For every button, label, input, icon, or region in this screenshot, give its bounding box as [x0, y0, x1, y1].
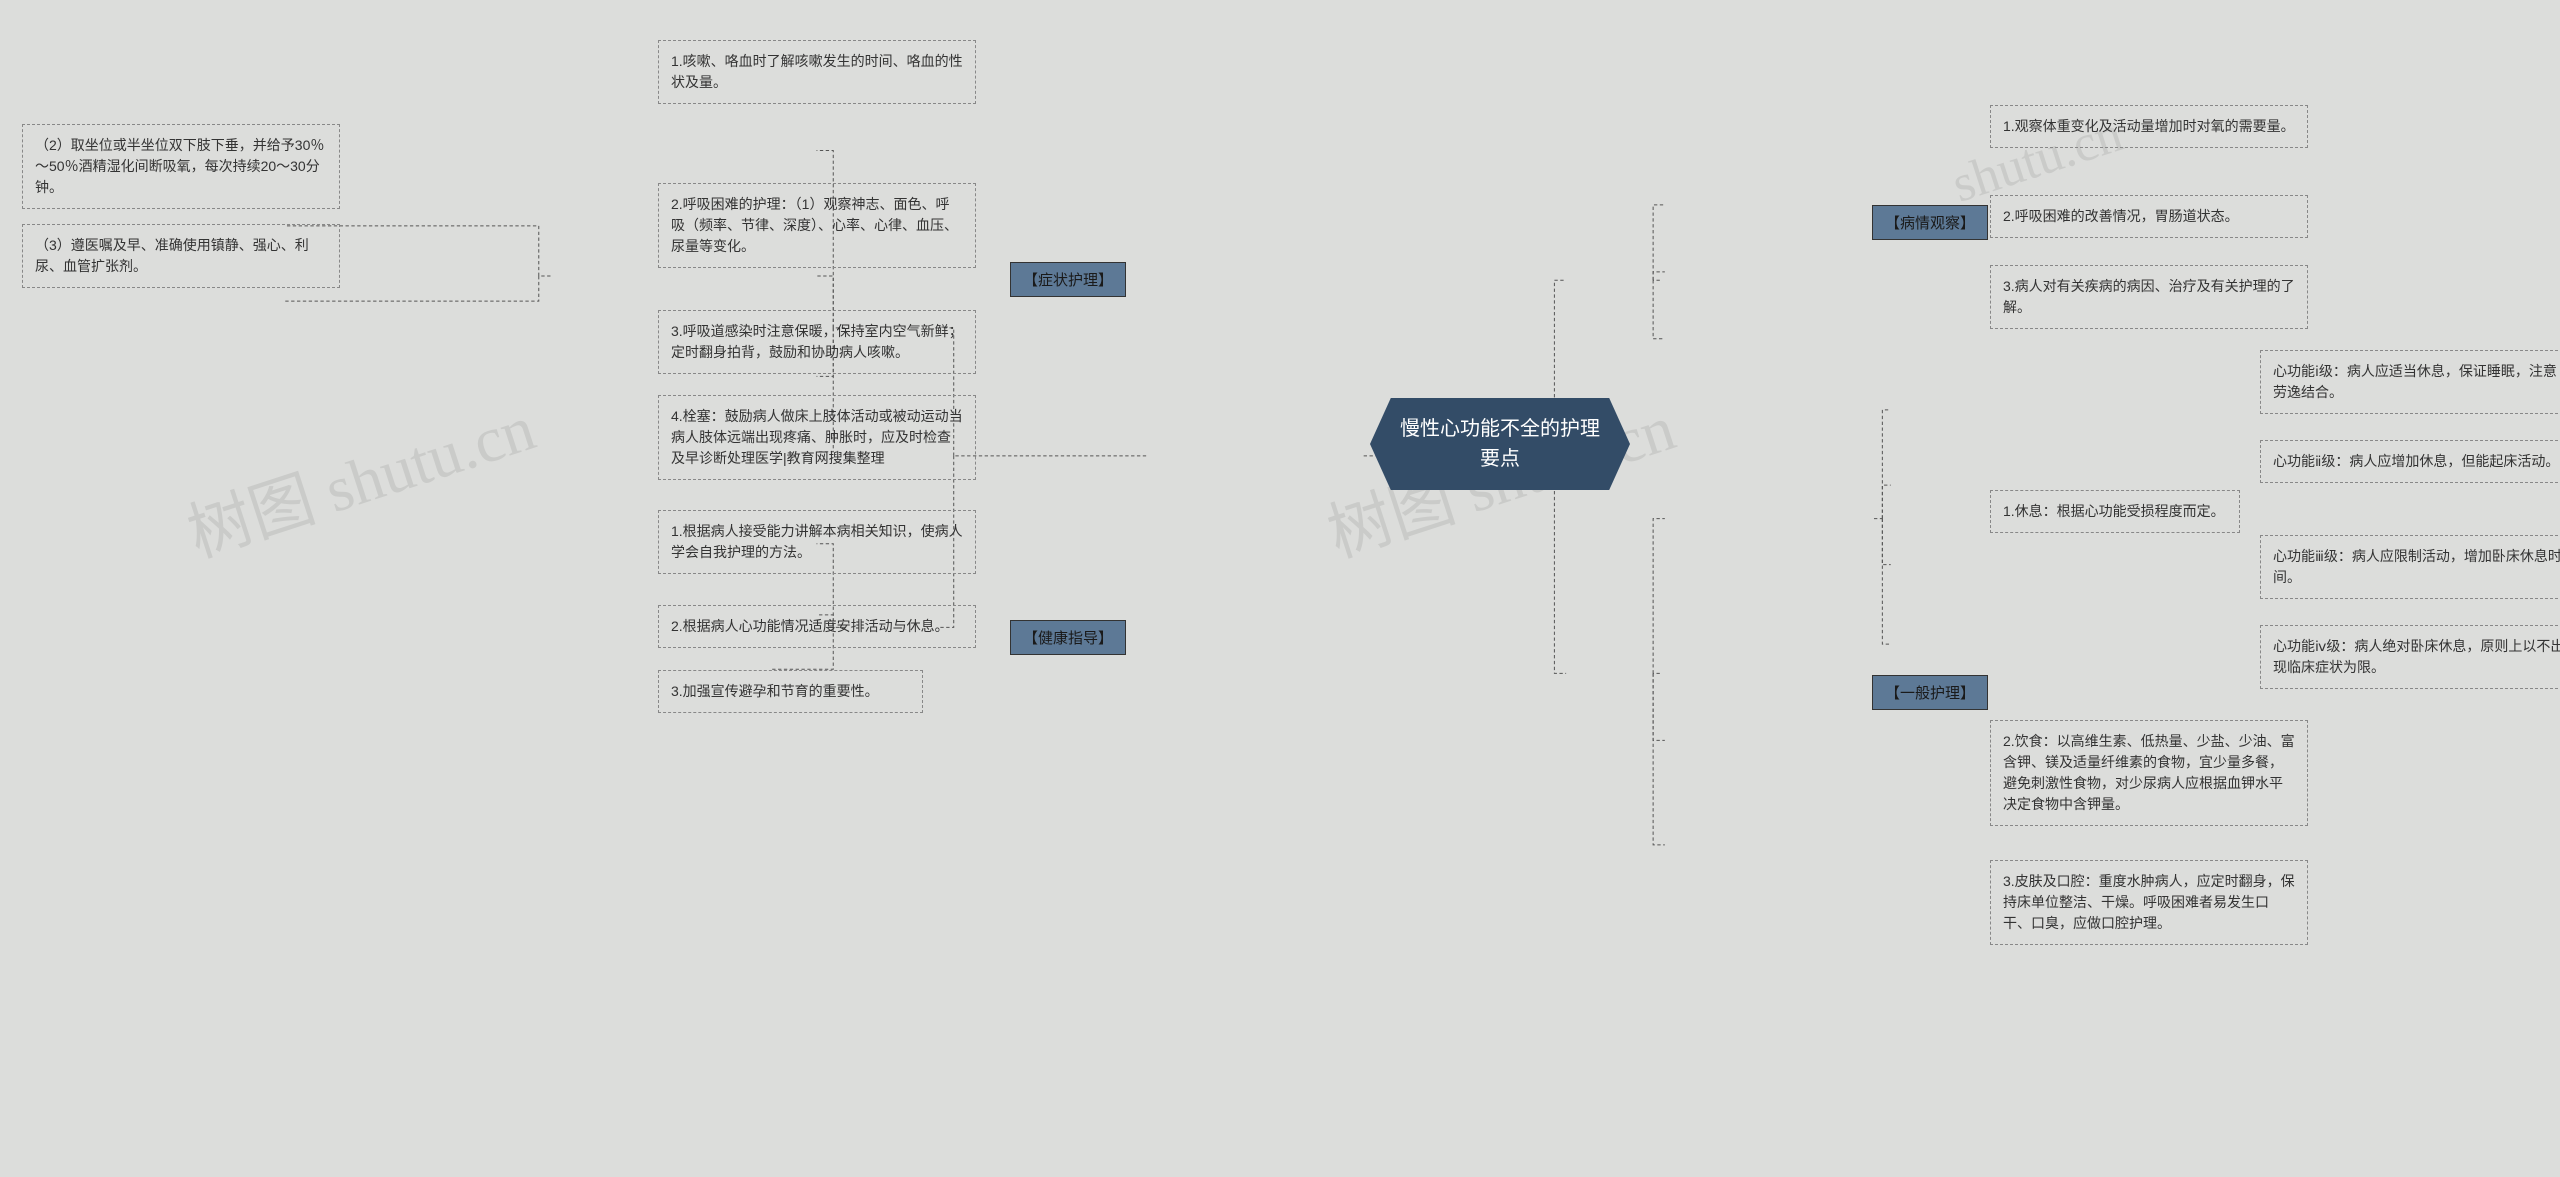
leaf-guidance-3: 3.加强宣传避孕和节育的重要性。: [658, 670, 923, 713]
leaf-observe-3: 3.病人对有关疾病的病因、治疗及有关护理的了解。: [1990, 265, 2308, 329]
leaf-symptom-2a: （2）取坐位或半坐位双下肢下垂，并给予30％～50％酒精湿化间断吸氧，每次持续2…: [22, 124, 340, 209]
root-node: 慢性心功能不全的护理要点: [1370, 398, 1630, 490]
leaf-guidance-1: 1.根据病人接受能力讲解本病相关知识，使病人学会自我护理的方法。: [658, 510, 976, 574]
leaf-general-2: 2.饮食：以高维生素、低热量、少盐、少油、富含钾、镁及适量纤维素的食物，宜少量多…: [1990, 720, 2308, 826]
leaf-general-1c: 心功能ⅲ级：病人应限制活动，增加卧床休息时间。: [2260, 535, 2560, 599]
leaf-guidance-2: 2.根据病人心功能情况适度安排活动与休息。: [658, 605, 976, 648]
leaf-general-1: 1.休息：根据心功能受损程度而定。: [1990, 490, 2240, 533]
leaf-symptom-1: 1.咳嗽、咯血时了解咳嗽发生的时间、咯血的性状及量。: [658, 40, 976, 104]
branch-observe: 【病情观察】: [1872, 205, 1988, 240]
leaf-symptom-2: 2.呼吸困难的护理：（1）观察神志、面色、呼吸（频率、节律、深度）、心率、心律、…: [658, 183, 976, 268]
leaf-observe-1: 1.观察体重变化及活动量增加时对氧的需要量。: [1990, 105, 2308, 148]
leaf-general-1b: 心功能ⅱ级：病人应增加休息，但能起床活动。: [2260, 440, 2560, 483]
leaf-general-1a: 心功能ⅰ级：病人应适当休息，保证睡眠，注意劳逸结合。: [2260, 350, 2560, 414]
watermark-left: 树图 shutu.cn: [175, 377, 545, 575]
leaf-observe-2: 2.呼吸困难的改善情况，胃肠道状态。: [1990, 195, 2308, 238]
leaf-symptom-4: 4.栓塞：鼓励病人做床上肢体活动或被动运动当病人肢体远端出现疼痛、肿胀时，应及时…: [658, 395, 976, 480]
leaf-symptom-2b: （3）遵医嘱及早、准确使用镇静、强心、利尿、血管扩张剂。: [22, 224, 340, 288]
leaf-general-1d: 心功能ⅳ级：病人绝对卧床休息，原则上以不出现临床症状为限。: [2260, 625, 2560, 689]
branch-symptom: 【症状护理】: [1010, 262, 1126, 297]
branch-general: 【一般护理】: [1872, 675, 1988, 710]
connectors-layer: [0, 0, 2560, 1177]
branch-guidance: 【健康指导】: [1010, 620, 1126, 655]
leaf-symptom-3: 3.呼吸道感染时注意保暖，保持室内空气新鲜；定时翻身拍背，鼓励和协助病人咳嗽。: [658, 310, 976, 374]
leaf-general-3: 3.皮肤及口腔：重度水肿病人，应定时翻身，保持床单位整洁、干燥。呼吸困难者易发生…: [1990, 860, 2308, 945]
